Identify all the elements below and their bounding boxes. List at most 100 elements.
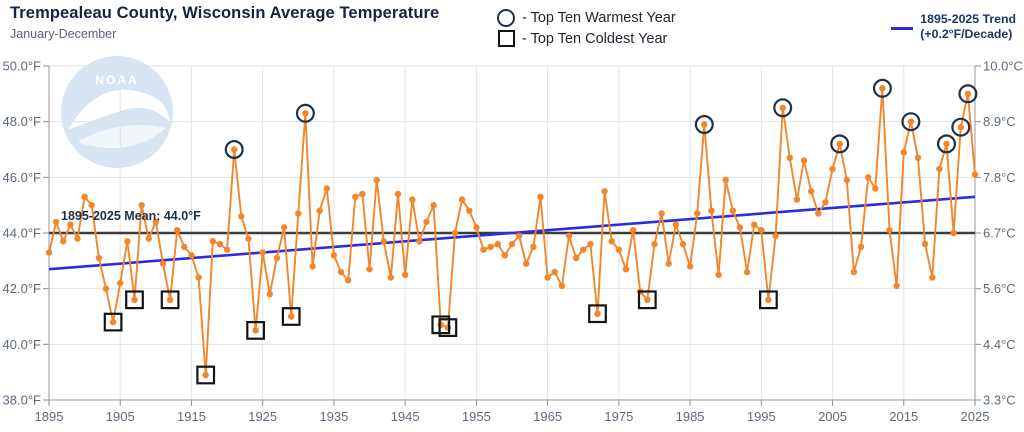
data-point[interactable]: 1903: 42.0°F	[102, 285, 110, 292]
data-point[interactable]: 2003: 44.7°F	[815, 210, 822, 217]
data-point[interactable]: 1915: 43.2°F	[188, 252, 195, 259]
data-point[interactable]: 1969: 43.1°F	[572, 254, 580, 262]
data-point[interactable]: 1940: 42.7°F	[366, 266, 373, 273]
data-point[interactable]: 1993: 42.6°F	[743, 268, 751, 276]
data-point[interactable]: 1923: 43.8°F	[245, 235, 252, 242]
data-point[interactable]: 1902: 43.1°F	[95, 254, 103, 262]
data-point[interactable]: 1928: 44.2°F	[280, 224, 288, 231]
data-point[interactable]: 1932: 42.8°F	[309, 263, 316, 270]
data-point[interactable]: 1909: 43.8°F	[145, 235, 152, 242]
data-point[interactable]: 1925: 43.3°F	[259, 249, 266, 256]
data-point[interactable]: 1965: 42.4°F	[544, 274, 551, 281]
data-point[interactable]: 1904: 40.8°F	[109, 318, 117, 326]
data-point[interactable]: 1906: 43.7°F	[124, 238, 131, 245]
data-point[interactable]: 1986: 44.7°F	[694, 210, 701, 217]
data-point[interactable]: 2019: 42.4°F	[929, 274, 936, 281]
data-point[interactable]: 1999: 46.7°F	[786, 154, 793, 161]
data-point[interactable]: 2025: 46.1°F	[971, 171, 979, 178]
data-point[interactable]: 1898: 44.3°F	[67, 221, 74, 228]
data-point[interactable]: 1896: 44.4°F	[52, 218, 60, 226]
data-point[interactable]: 1914: 43.5°F	[181, 243, 188, 251]
data-point[interactable]: 2020: 46.3°F	[936, 165, 943, 173]
data-point[interactable]: 1970: 43.4°F	[580, 246, 587, 253]
data-point[interactable]: 1994: 44.3°F	[751, 221, 758, 228]
data-point[interactable]: 1922: 44.6°F	[238, 213, 245, 220]
data-point[interactable]: 1988: 44.8°F	[708, 207, 715, 214]
data-point[interactable]: 1926: 41.8°F	[266, 291, 273, 298]
data-point[interactable]: 1984: 43.6°F	[679, 240, 687, 248]
data-point[interactable]: 1900: 45.3°F	[81, 193, 88, 200]
data-point[interactable]: 1996: 41.6°F	[765, 296, 772, 303]
data-point[interactable]: 2015: 46.9°F	[900, 149, 907, 156]
data-point[interactable]: 2022: 44.0°F	[950, 229, 957, 237]
data-point[interactable]: 1912: 41.6°F	[166, 296, 174, 303]
data-point[interactable]: 1957: 43.5°F	[487, 243, 494, 251]
data-point[interactable]: 1934: 45.6°F	[323, 185, 330, 192]
data-point[interactable]: 1985: 42.8°F	[686, 263, 694, 270]
data-point[interactable]: 1964: 45.3°F	[537, 193, 544, 200]
data-point[interactable]: 2018: 43.6°F	[921, 240, 929, 248]
data-point[interactable]: 1955: 44.2°F	[473, 224, 480, 231]
data-point[interactable]: 1916: 42.4°F	[195, 274, 202, 281]
data-point[interactable]: 1944: 45.4°F	[394, 190, 402, 198]
data-point[interactable]: 1908: 45.0°F	[138, 202, 145, 209]
data-point[interactable]: 1972: 41.1°F	[594, 310, 601, 317]
data-point[interactable]: 1910: 44.4°F	[152, 218, 159, 226]
data-point[interactable]: 1895: 43.3°F	[45, 249, 53, 256]
data-point[interactable]: 1977: 44.1°F	[629, 227, 637, 234]
data-point[interactable]: 1945: 42.5°F	[402, 271, 409, 278]
data-point[interactable]: 1974: 43.7°F	[608, 238, 615, 245]
data-point[interactable]: 1938: 45.3°F	[352, 193, 359, 200]
data-point[interactable]: 2011: 45.6°F	[872, 185, 879, 192]
data-point[interactable]: 1967: 42.1°F	[558, 282, 566, 290]
data-point[interactable]: 1907: 41.6°F	[131, 296, 138, 303]
data-point[interactable]: 1930: 44.7°F	[295, 210, 302, 217]
data-point[interactable]: 1997: 43.9°F	[772, 232, 779, 239]
data-point[interactable]: 1966: 42.6°F	[551, 268, 558, 276]
data-point[interactable]: 1956: 43.4°F	[480, 246, 487, 253]
data-point[interactable]: 1911: 42.9°F	[159, 260, 167, 267]
data-point[interactable]: 1901: 45.0°F	[88, 202, 95, 209]
data-point[interactable]: 1948: 44.4°F	[423, 218, 430, 226]
data-point[interactable]: 1941: 45.9°F	[373, 176, 380, 184]
data-point[interactable]: 1919: 43.6°F	[216, 240, 224, 248]
data-point[interactable]: 1918: 43.7°F	[209, 238, 216, 245]
data-point[interactable]: 1960: 43.6°F	[508, 240, 516, 248]
data-point[interactable]: 1975: 43.4°F	[615, 246, 622, 253]
data-point[interactable]: 2006: 47.2°F	[836, 140, 843, 148]
data-point[interactable]: 1976: 42.7°F	[622, 266, 630, 273]
data-point[interactable]: 1921: 47.0°F	[231, 146, 238, 153]
data-point[interactable]: 1991: 44.8°F	[729, 207, 736, 214]
data-point[interactable]: 1936: 42.6°F	[337, 268, 345, 276]
data-point[interactable]: 1917: 38.9°F	[202, 371, 209, 379]
data-point[interactable]: 2012: 49.2°F	[879, 85, 886, 92]
data-point[interactable]: 2008: 42.6°F	[850, 268, 858, 276]
data-point[interactable]: 2017: 46.7°F	[914, 154, 922, 161]
data-point[interactable]: 2021: 47.2°F	[943, 140, 950, 148]
data-point[interactable]: 1963: 43.5°F	[530, 243, 537, 251]
data-point[interactable]: 1981: 44.7°F	[658, 210, 665, 217]
data-point[interactable]: 2000: 45.2°F	[793, 196, 801, 203]
data-point[interactable]: 1982: 42.9°F	[665, 260, 672, 267]
data-point[interactable]: 1939: 45.4°F	[359, 190, 366, 198]
data-point[interactable]: 1995: 44.1°F	[758, 227, 765, 234]
data-point[interactable]: 1953: 45.2°F	[458, 196, 466, 203]
data-point[interactable]: 2010: 46.0°F	[865, 174, 872, 181]
data-point[interactable]: 2014: 42.1°F	[893, 282, 900, 290]
data-point[interactable]: 1971: 43.6°F	[587, 240, 594, 248]
data-point[interactable]: 1983: 44.3°F	[672, 221, 679, 228]
data-point[interactable]: 2001: 46.6°F	[800, 157, 808, 164]
data-point[interactable]: 1929: 41.0°F	[288, 313, 295, 320]
data-point[interactable]: 1952: 44.0°F	[451, 229, 459, 237]
data-point[interactable]: 2002: 45.5°F	[808, 188, 815, 195]
data-point[interactable]: 1968: 43.9°F	[565, 232, 573, 239]
data-point[interactable]: 2023: 47.8°F	[957, 124, 964, 131]
data-point[interactable]: 1962: 42.9°F	[523, 260, 530, 267]
data-point[interactable]: 2024: 49.0°F	[964, 90, 972, 98]
data-point[interactable]: 1943: 42.4°F	[387, 274, 395, 281]
data-point[interactable]: 2007: 45.9°F	[843, 176, 850, 184]
data-point[interactable]: 1920: 43.4°F	[223, 246, 231, 253]
data-point[interactable]: 1927: 43.1°F	[273, 254, 281, 262]
data-point[interactable]: 1947: 43.7°F	[416, 238, 423, 245]
data-point[interactable]: 1979: 41.6°F	[644, 296, 651, 303]
